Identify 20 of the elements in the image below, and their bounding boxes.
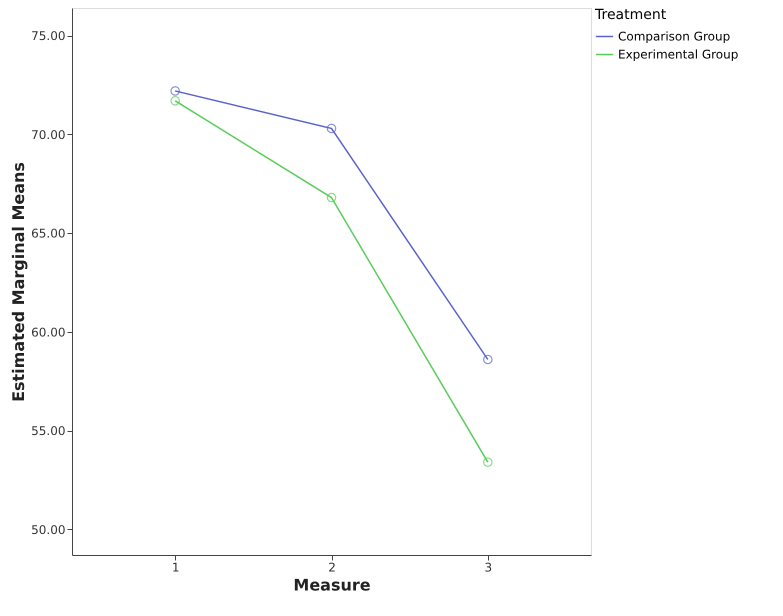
y-tick-label: 65.00 bbox=[31, 226, 66, 241]
y-tick-label: 50.00 bbox=[31, 522, 66, 537]
point bbox=[326, 124, 336, 134]
point bbox=[483, 354, 493, 364]
legend-title: Treatment bbox=[594, 7, 667, 23]
point bbox=[170, 96, 180, 106]
x-axis-title: Measure bbox=[293, 576, 371, 594]
x-tick-label: 2 bbox=[328, 560, 336, 574]
point bbox=[483, 457, 493, 467]
y-tick-label: 70.00 bbox=[31, 128, 66, 142]
y-tick-label: 60.00 bbox=[31, 325, 66, 340]
x-tick-label: 1 bbox=[172, 560, 180, 574]
y-tick-label: 55.00 bbox=[31, 424, 66, 438]
y-tick-label: 75.00 bbox=[31, 29, 66, 44]
point bbox=[326, 192, 336, 202]
legend-label: Experimental Group bbox=[618, 48, 738, 62]
legend-label: Comparison Group bbox=[618, 30, 730, 44]
y-axis-title: Estimated Marginal Means bbox=[9, 162, 28, 402]
point bbox=[170, 86, 180, 96]
x-tick-label: 3 bbox=[484, 560, 492, 574]
